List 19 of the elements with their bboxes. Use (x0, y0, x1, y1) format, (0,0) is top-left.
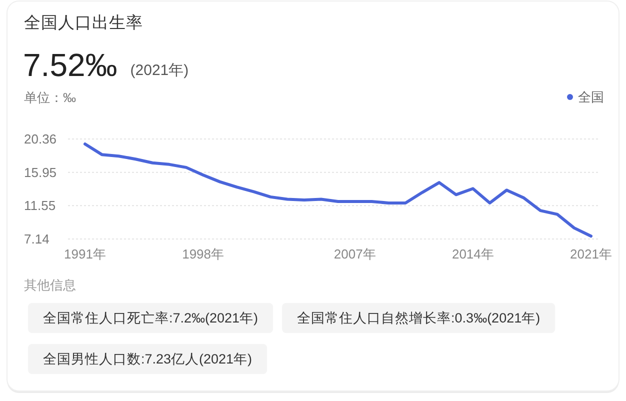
legend: 全国 (567, 90, 604, 104)
x-tick-label: 2014年 (452, 246, 494, 262)
y-tick-label: 20.36 (24, 132, 57, 146)
y-tick-label: 7.14 (24, 232, 50, 246)
chip: 全国男性人口数:7.23亿人(2021年) (28, 344, 268, 374)
x-tick-label: 1998年 (182, 246, 224, 262)
y-tick-label: 11.55 (24, 198, 56, 214)
x-tick-label: 1991年 (64, 246, 106, 262)
chip: 全国常住人口自然增长率:0.3‰(2021年) (282, 303, 556, 333)
legend-label: 全国 (578, 90, 604, 104)
text: 其他信息 (24, 278, 76, 292)
chart-subtitle: 7.52‰ (23, 47, 118, 83)
text: (2021年) (130, 62, 189, 79)
chart-title: 全国人口出生率 (24, 13, 143, 32)
x-tick-label: 2021年 (570, 246, 612, 262)
chip: 全国常住人口死亡率:7.2‰(2021年) (28, 303, 274, 333)
y-axis-title: 单位：‰ (24, 90, 76, 105)
x-tick-label: 2007年 (334, 246, 376, 262)
y-tick-label: 15.95 (24, 164, 57, 180)
